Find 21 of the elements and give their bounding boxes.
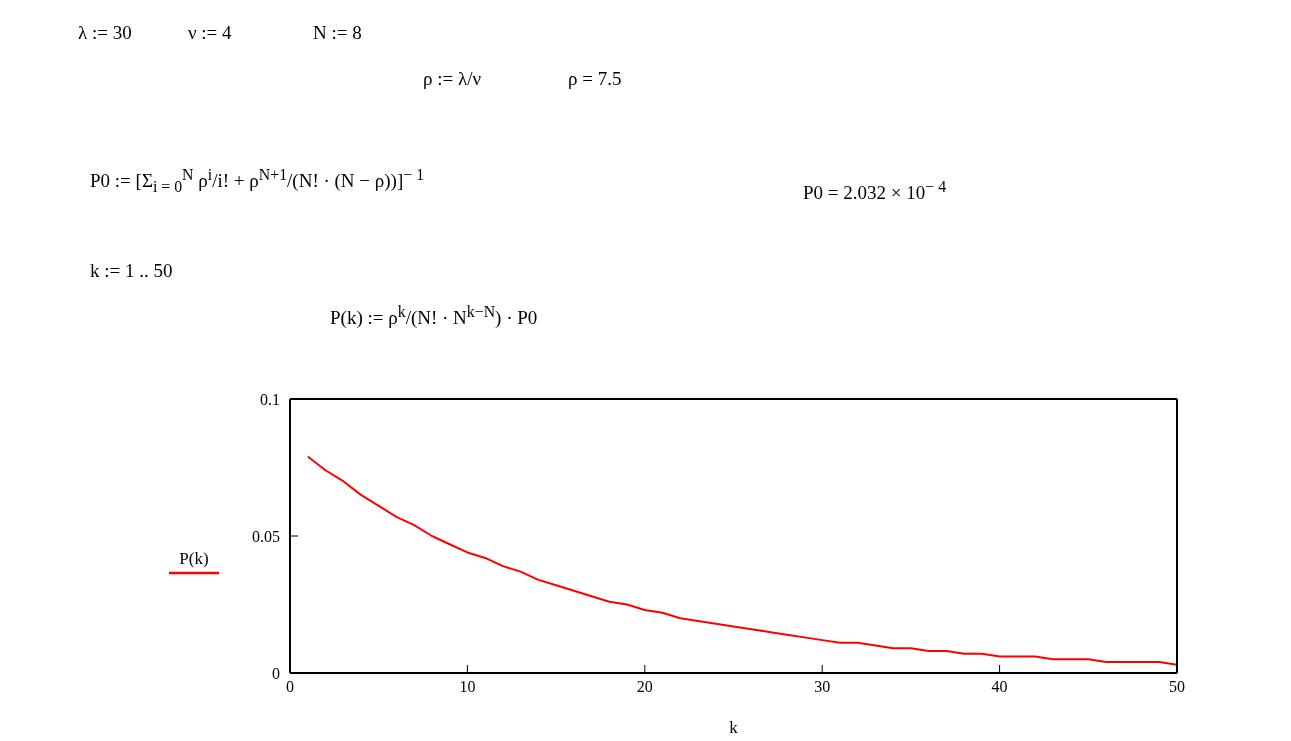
x-tick-label: 20 <box>636 678 653 696</box>
text: N := 8 <box>313 22 362 44</box>
text: P(k) <box>179 549 209 569</box>
text: P0 := [Σ$_{i = 0}$$^{N}$ ρ$^{i}$/i! + ρ$^{N+1}$/(N! · (N − ρ))]$^{− 1}$ <box>90 166 425 196</box>
y-tick-label: 0.05 <box>252 527 280 545</box>
y-tick-label: 0.1 <box>260 390 280 408</box>
x-tick-label: 0 <box>286 678 294 696</box>
text: ρ = 7.5 <box>568 68 622 90</box>
text: ρ := λ/ν <box>423 68 482 90</box>
text: λ := 30 <box>78 22 132 44</box>
x-tick-label: 50 <box>1169 678 1185 696</box>
x-tick-label: 10 <box>459 678 476 696</box>
y-tick-label: 0 <box>272 664 280 682</box>
x-tick-label: 30 <box>814 678 831 696</box>
text: k := 1 .. 50 <box>90 260 173 282</box>
text: P0 = 2.032 × 10$^{− 4}$ <box>803 178 947 205</box>
text: ν := 4 <box>188 22 232 44</box>
x-axis-title: k <box>729 718 739 737</box>
line-series <box>306 455 1177 666</box>
x-tick-label: 40 <box>991 678 1008 696</box>
text: P(k) := ρ$^{k}$/(N! · N$^{k−N}$) · P0 <box>330 303 538 330</box>
